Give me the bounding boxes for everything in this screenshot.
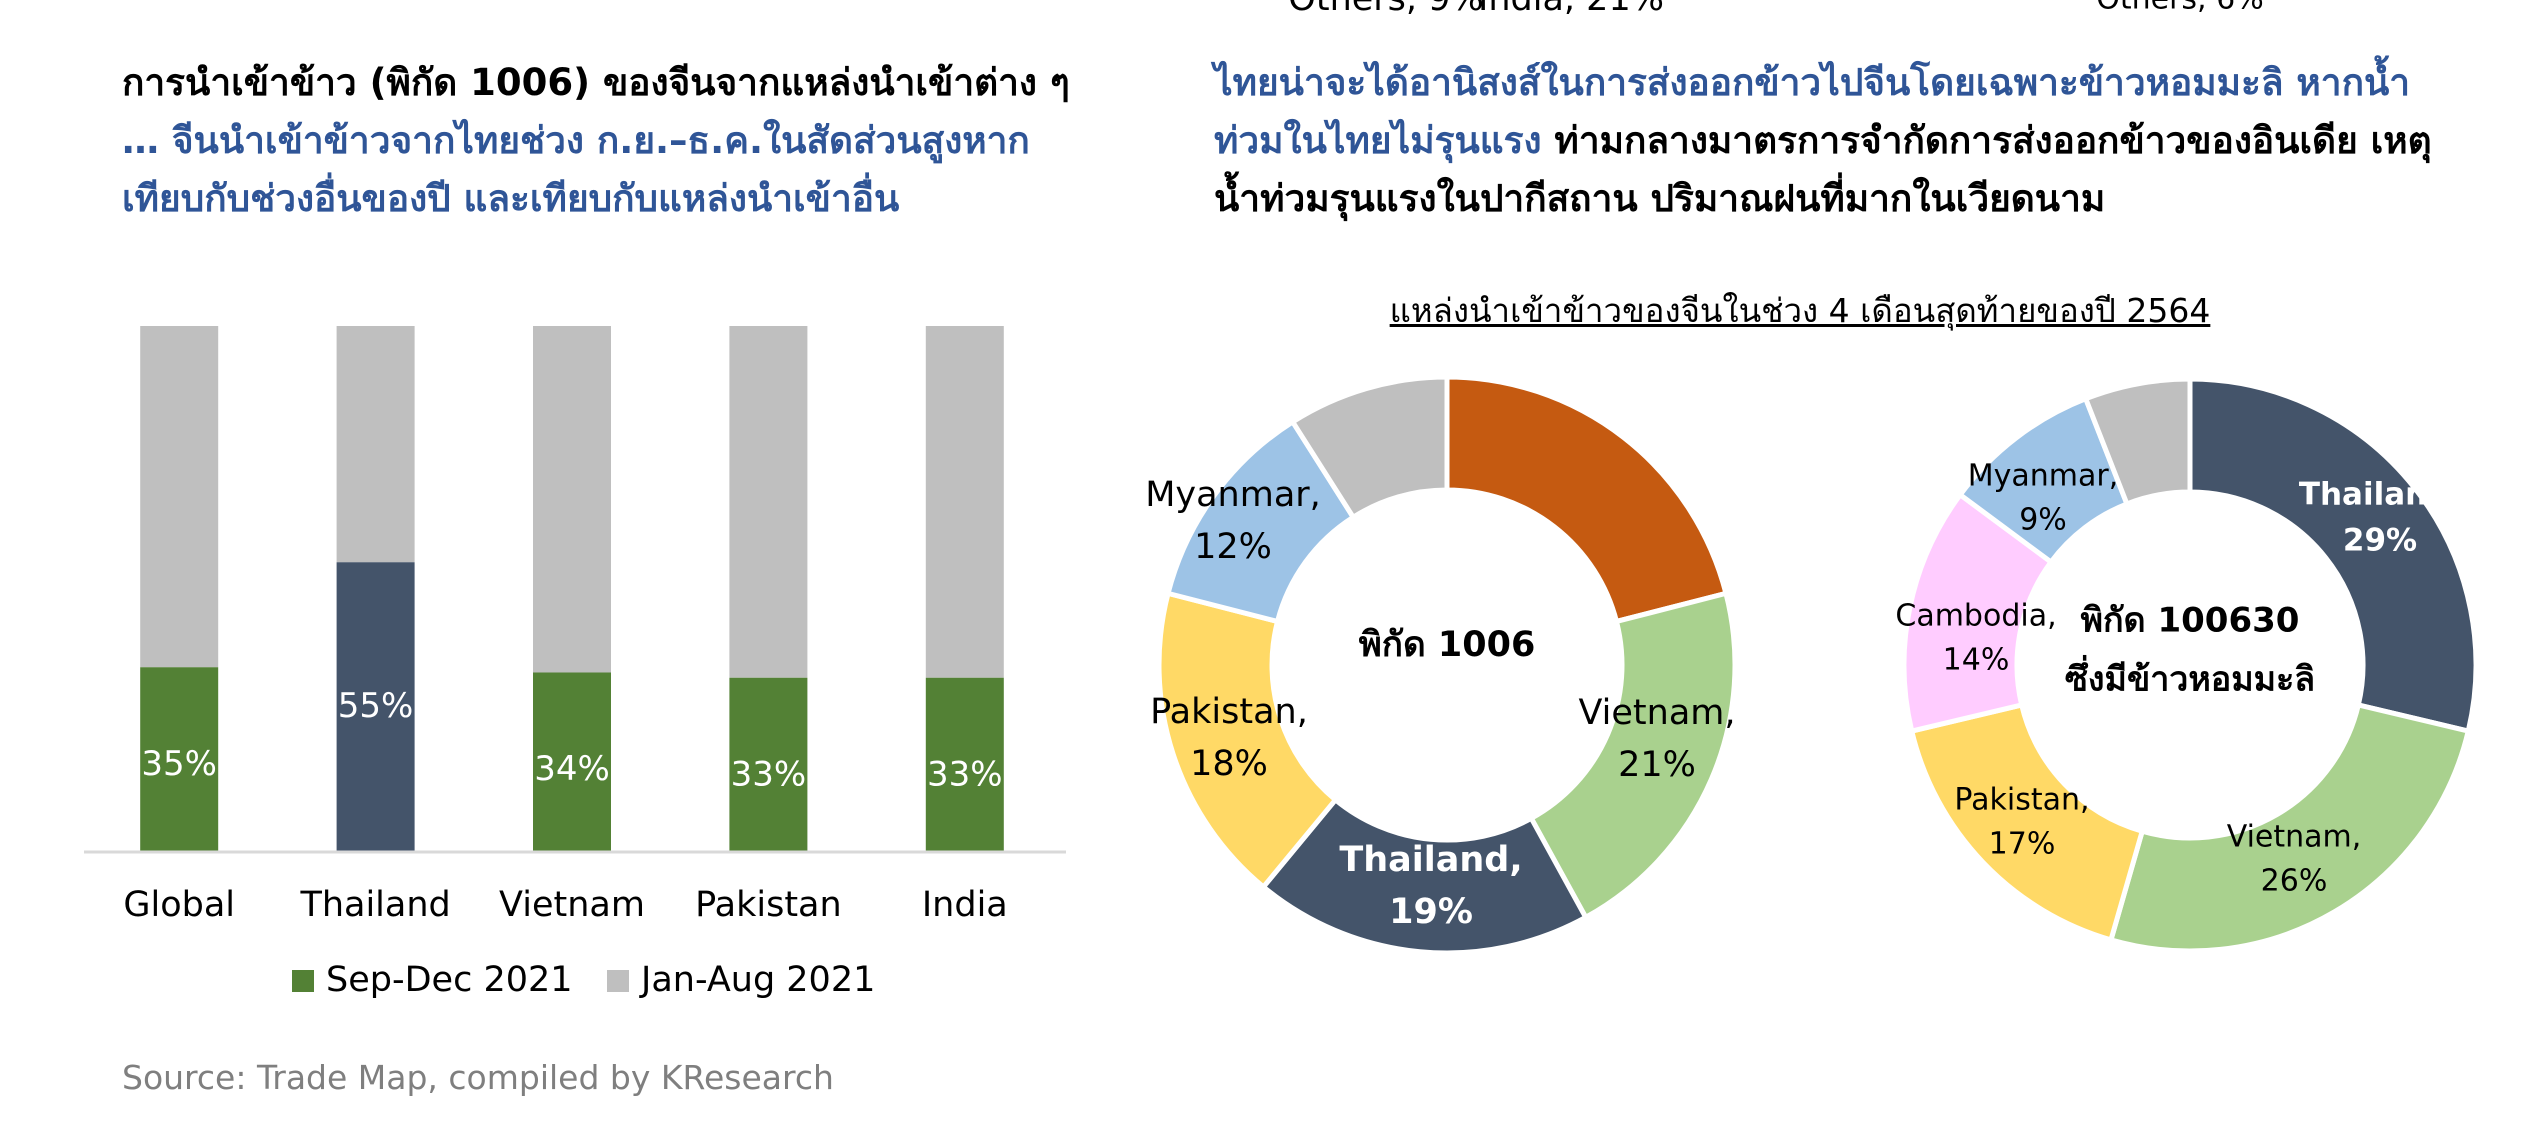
slice-label-thailand: 19%	[1389, 892, 1473, 932]
bar-value-label: 55%	[338, 686, 414, 726]
slice-label-myanmar: 9%	[2019, 503, 2067, 538]
slice-label-others: Others, 6%	[2096, 0, 2263, 17]
donut-center-label-line1: พิกัด 100630	[2081, 601, 2300, 641]
bar-sep-dec-global	[140, 667, 219, 851]
donut-subtitle: แหล่งนำเข้าข้าวของจีนในช่วง 4 เดือนสุดท้…	[1389, 291, 2211, 330]
right-header: ไทยน่าจะได้อานิสงส์ในการส่งออกข้าวไปจีนโ…	[1214, 54, 2464, 228]
donut-center-label-line2: ซึ่งมีข้าวหอมมะลิ	[2065, 655, 2315, 700]
legend-label-jan-aug: Jan-Aug 2021	[639, 960, 875, 1000]
slice-label-thailand: 29%	[2343, 523, 2417, 559]
slice-label-myanmar: Myanmar,	[1968, 459, 2119, 494]
slice-label-pakistan: 18%	[1190, 744, 1268, 784]
slice-vietnam	[2107, 701, 2472, 954]
slice-label-thailand: Thailand,	[2299, 477, 2461, 513]
slice-thailand	[2187, 376, 2479, 735]
slice-thailand	[1259, 796, 1590, 956]
slice-label-vietnam: 21%	[1618, 745, 1696, 785]
bar-jan-aug-vietnam	[533, 326, 611, 673]
slice-others	[1289, 374, 1450, 521]
bar-value-label: 33%	[927, 754, 1003, 794]
slice-pakistan	[1156, 590, 1339, 891]
left-header-line3: เทียบกับช่วงอื่นของปี และเทียบกับแหล่งนำ…	[122, 177, 900, 220]
slice-label-vietnam: Vietnam,	[1578, 693, 1735, 733]
bar-value-label: 33%	[731, 754, 807, 794]
donut-center-label: พิกัด 1006	[1359, 625, 1536, 665]
legend-label-sep-dec: Sep-Dec 2021	[326, 960, 573, 1000]
slice-label-vietnam: 26%	[2261, 864, 2328, 899]
slice-label-vietnam: Vietnam,	[2227, 820, 2362, 855]
bar-value-label: 34%	[534, 749, 610, 789]
bar-jan-aug-pakistan	[729, 326, 808, 678]
slice-label-pakistan: Pakistan,	[1954, 783, 2089, 818]
slice-label-cambodia: Cambodia,	[1895, 599, 2056, 634]
slice-label-pakistan: 17%	[1989, 827, 2056, 862]
slice-label-myanmar: Myanmar,	[1145, 475, 1321, 515]
x-tick-label: India	[922, 885, 1008, 925]
slice-label-cambodia: 14%	[1943, 643, 2010, 678]
bar-sep-dec-india	[925, 677, 1004, 851]
slice-others	[2082, 376, 2193, 508]
bar-jan-aug-india	[925, 326, 1004, 678]
right-header-line3: น้ำท่วมรุนแรงในปากีสถาน ปริมาณฝนที่มากใน…	[1214, 177, 2106, 220]
right-header-line1: ไทยน่าจะได้อานิสงส์ในการส่งออกข้าวไปจีนโ…	[1214, 61, 2411, 104]
slice-pakistan	[1908, 701, 2146, 943]
bar-value-label: 35%	[141, 744, 217, 784]
source-note: Source: Trade Map, compiled by KResearch	[122, 1058, 834, 1097]
left-header-line2: … จีนนำเข้าข้าวจากไทยช่วง ก.ย.–ธ.ค.ในสัด…	[122, 119, 1030, 162]
left-header: การนำเข้าข้าว (พิกัด 1006) ของจีนจากแหล่…	[122, 54, 1082, 228]
bar-sep-dec-vietnam	[533, 672, 611, 851]
slice-label-others: Others, 9%	[1288, 0, 1483, 19]
x-tick-label: Global	[123, 885, 235, 925]
slice-label-india: India, 21%	[1478, 0, 1664, 19]
bar-jan-aug-thailand	[336, 326, 415, 563]
slice-vietnam	[1527, 590, 1738, 921]
right-header-line2-black: ท่ามกลางมาตรการจำกัดการส่งออกข้าวของอินเ…	[1541, 119, 2432, 162]
x-tick-label: Vietnam	[499, 885, 645, 925]
bar-sep-dec-pakistan	[729, 677, 808, 851]
bar-jan-aug-global	[140, 326, 219, 668]
x-tick-label: Thailand	[299, 885, 450, 925]
slice-label-pakistan: Pakistan,	[1150, 692, 1308, 732]
x-tick-label: Pakistan	[695, 885, 842, 925]
right-header-line2-blue: ท่วมในไทยไม่รุนแรง	[1214, 119, 1542, 162]
donut-chart-1006: India, 21% Vietnam, 21% Thailand, 19% Pakista…	[1145, 0, 1738, 956]
stacked-bar-chart: 35% Global 55% Thailand 34% Vietnam 33% Pakista…	[84, 326, 1066, 1000]
slice-label-thailand: Thailand,	[1339, 840, 1522, 880]
bar-sep-dec-thailand	[336, 562, 415, 851]
right-header-line2: ท่วมในไทยไม่รุนแรง ท่ามกลางมาตรการจำกัดก…	[1214, 112, 2464, 170]
legend-swatch-jan-aug	[607, 970, 629, 992]
donut-chart-100630: Thailand, 29% Vietnam, 26% Pakistan, 17% Cambo…	[1895, 0, 2479, 954]
left-header-line1: การนำเข้าข้าว (พิกัด 1006) ของจีนจากแหล่…	[122, 61, 1070, 104]
legend-swatch-sep-dec	[292, 970, 314, 992]
slice-label-myanmar: 12%	[1194, 527, 1272, 567]
slice-india	[1444, 374, 1729, 625]
